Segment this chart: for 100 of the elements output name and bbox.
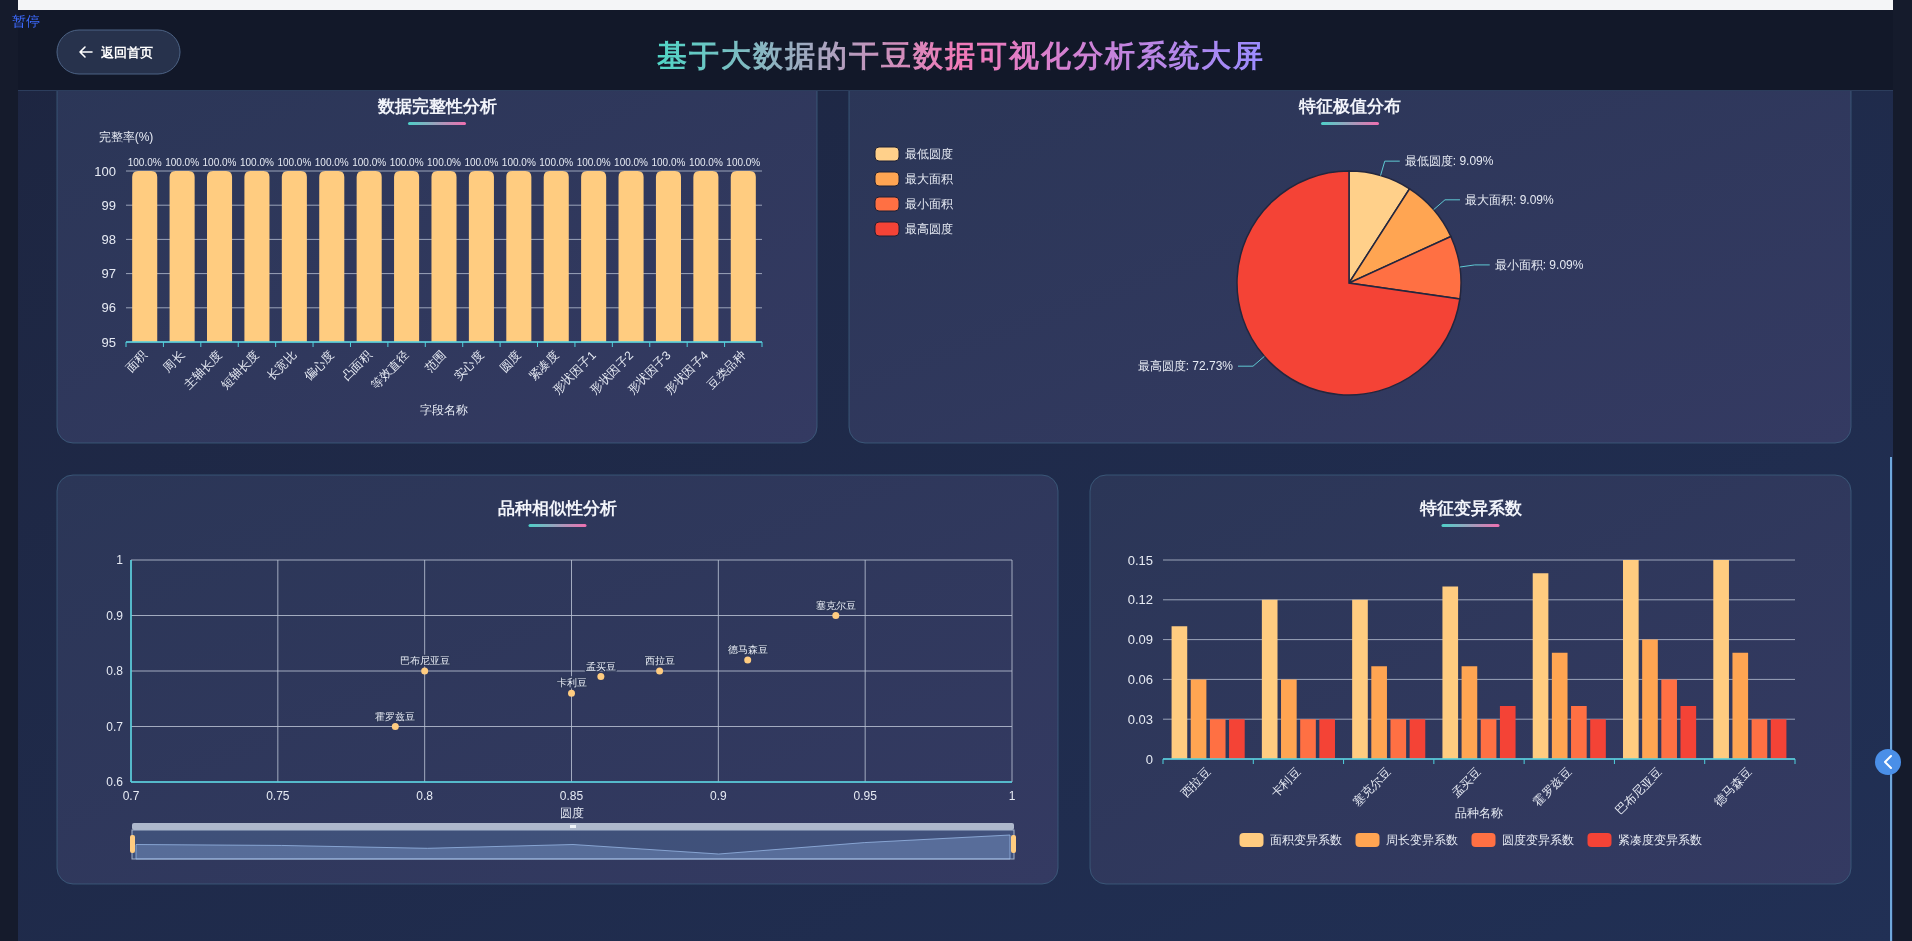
bar — [1261, 599, 1278, 759]
y-tick-label: 0.06 — [1127, 671, 1153, 687]
bar — [1751, 719, 1768, 759]
data-label: 100.0% — [464, 157, 499, 168]
bar — [1713, 560, 1729, 759]
y-tick-label: 100 — [94, 163, 116, 179]
bar — [1390, 719, 1407, 759]
bar — [1319, 719, 1335, 759]
x-tick-label: 0.8 — [416, 789, 434, 803]
data-label: 100.0% — [539, 157, 574, 168]
bar — [1680, 705, 1697, 759]
bar — [1229, 719, 1245, 759]
data-label: 最大面积: 9.09% — [1464, 193, 1554, 208]
bar — [1623, 560, 1639, 759]
x-tick-label: 0.85 — [559, 789, 584, 803]
x-tick-label: 范围 — [422, 348, 450, 376]
data-label: 100.0% — [726, 157, 761, 168]
data-label: 100.0% — [576, 157, 611, 168]
legend-label: 最高圆度 — [905, 222, 953, 237]
data-label: 100.0% — [314, 157, 349, 168]
x-tick-label: 0.75 — [266, 789, 290, 803]
y-tick-label: 97 — [101, 266, 116, 282]
point — [744, 656, 752, 664]
bar — [1532, 573, 1549, 759]
bar — [1281, 679, 1297, 759]
bar — [1352, 599, 1368, 759]
pie-slice — [1236, 170, 1461, 396]
data-label: 100.0% — [688, 157, 723, 168]
data-label: 西拉豆 — [644, 655, 675, 666]
x-tick-label: 实心度 — [451, 348, 487, 384]
bar — [1499, 705, 1516, 759]
text: 暂停 — [12, 14, 40, 29]
y-tick-label: 0.8 — [106, 664, 124, 679]
y-tick-label: 0.15 — [1127, 552, 1153, 568]
bar — [1442, 586, 1459, 759]
data-label: 100.0% — [614, 157, 649, 168]
y-tick-label: 1 — [116, 553, 124, 568]
point — [832, 612, 840, 619]
point — [421, 667, 429, 675]
point — [656, 667, 664, 675]
x-axis-title: 圆度 — [559, 806, 584, 820]
x-axis-title: 字段名称 — [420, 403, 468, 417]
x-tick-label: 巴布尼亚豆 — [1612, 765, 1665, 818]
x-tick-label: 周长 — [160, 348, 188, 376]
chart-title: 品种相似性分析 — [498, 499, 617, 518]
legend-label: 最低圆度 — [905, 147, 953, 162]
bar — [1551, 652, 1568, 759]
data-label: 100.0% — [239, 157, 274, 168]
y-tick-label: 0 — [1145, 751, 1153, 767]
x-tick-label: 偏心度 — [301, 348, 337, 384]
data-label: 孟买豆 — [585, 660, 616, 672]
bar — [1171, 626, 1188, 759]
bar — [1590, 719, 1606, 759]
data-label: 100.0% — [165, 157, 200, 168]
x-axis-title: 品种名称 — [1455, 806, 1503, 820]
y-tick-label: 0.12 — [1127, 592, 1153, 608]
text: 基于大数据的干豆数据可视化分析系统大屏 — [656, 39, 1265, 72]
point — [597, 673, 605, 681]
y-tick-label: 0.03 — [1127, 711, 1153, 727]
legend-label: 紧凑度变异系数 — [1617, 833, 1702, 848]
bar — [1732, 652, 1749, 759]
data-label: 最小面积: 9.09% — [1494, 258, 1584, 273]
legend-label: 最小面积 — [905, 197, 953, 212]
bar — [1770, 719, 1787, 759]
y-tick-label: 96 — [101, 300, 116, 316]
bar — [1661, 679, 1677, 759]
x-tick-label: 德马森豆 — [1711, 765, 1755, 810]
data-label: 巴布尼亚豆 — [399, 655, 450, 666]
y-tick-label: 0.09 — [1127, 632, 1153, 648]
y-tick-label: 0.6 — [106, 775, 124, 790]
legend-label: 面积变异系数 — [1269, 833, 1342, 848]
data-label: 100.0% — [651, 157, 686, 168]
x-tick-label: 圆度 — [497, 348, 524, 376]
bar — [1461, 666, 1478, 759]
y-tick-label: 98 — [101, 231, 116, 247]
y-tick-label: 95 — [101, 334, 116, 350]
x-tick-label: 1 — [1008, 789, 1016, 803]
x-tick-label: 霍罗兹豆 — [1530, 765, 1575, 810]
bar — [1371, 666, 1387, 759]
data-label: 塞克尔豆 — [815, 599, 856, 611]
legend-label: 圆度变异系数 — [1501, 833, 1574, 848]
y-tick-label: 99 — [101, 197, 116, 213]
y-tick-label: 0.9 — [106, 608, 124, 623]
bar — [1480, 719, 1497, 759]
x-tick-label: 长宽比 — [264, 348, 300, 384]
x-tick-label: 0.7 — [122, 789, 140, 803]
data-label: 100.0% — [277, 157, 312, 168]
data-label: 100.0% — [202, 157, 237, 168]
bar — [1642, 639, 1658, 759]
data-label: 霍罗兹豆 — [375, 710, 416, 722]
data-label: 100.0% — [127, 157, 162, 168]
data-label: 100.0% — [389, 157, 424, 168]
x-tick-label: 塞克尔豆 — [1349, 765, 1394, 810]
y-tick-label: 0.7 — [106, 719, 124, 734]
x-tick-label: 卡利豆 — [1268, 765, 1304, 801]
data-label: 100.0% — [352, 157, 387, 168]
legend-label: 最大面积 — [905, 172, 953, 187]
data-label: 最高圆度: 72.73% — [1137, 359, 1234, 374]
data-label: 100.0% — [501, 157, 536, 168]
data-label: 德马森豆 — [727, 643, 768, 655]
